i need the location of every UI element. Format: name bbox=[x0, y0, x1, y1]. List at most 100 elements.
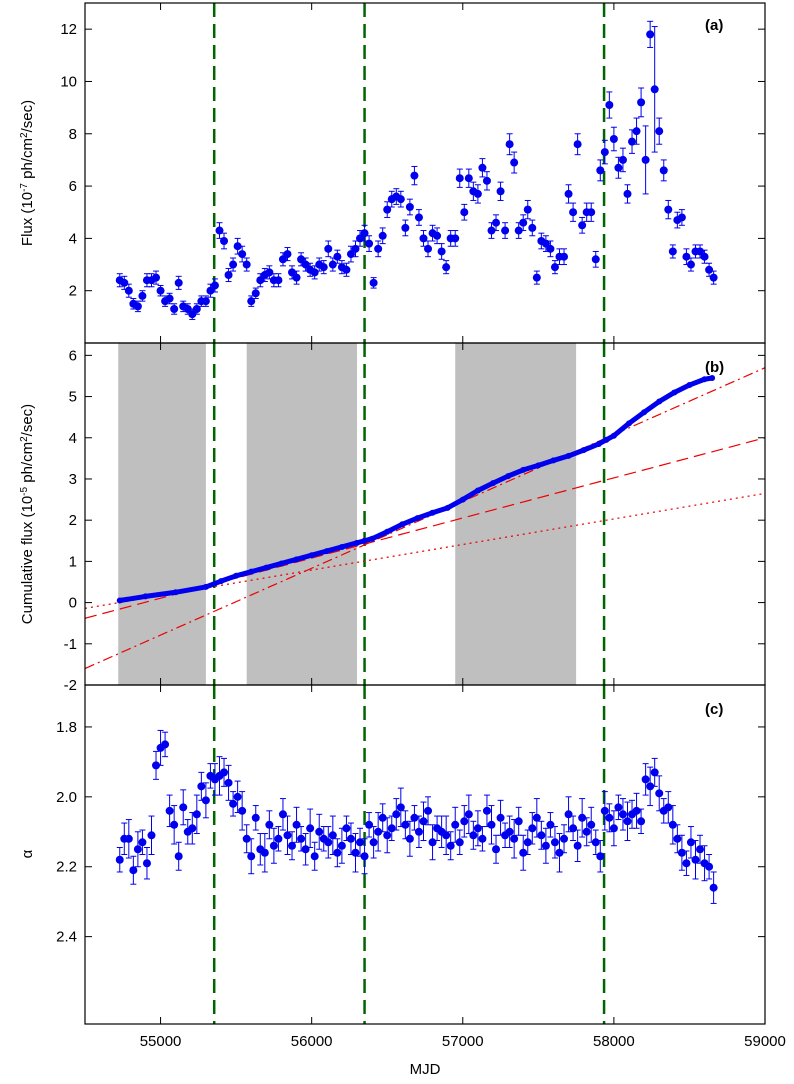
data-point bbox=[691, 855, 700, 864]
data-point bbox=[346, 834, 355, 843]
data-point bbox=[369, 278, 378, 287]
cumulative-point bbox=[520, 466, 527, 473]
data-point bbox=[342, 824, 351, 833]
data-point bbox=[646, 782, 655, 791]
data-point bbox=[569, 824, 578, 833]
data-point bbox=[709, 273, 718, 282]
data-point bbox=[591, 255, 600, 264]
data-point bbox=[464, 810, 473, 819]
data-point bbox=[487, 820, 496, 829]
x-tick-label: 58000 bbox=[593, 1033, 635, 1050]
data-point bbox=[410, 171, 419, 180]
data-point bbox=[346, 250, 355, 259]
data-point bbox=[664, 205, 673, 214]
data-point bbox=[492, 845, 501, 854]
data-point bbox=[174, 278, 183, 287]
data-point bbox=[242, 260, 251, 269]
data-point bbox=[510, 158, 519, 167]
data-point bbox=[383, 831, 392, 840]
data-point bbox=[365, 239, 374, 248]
cumulative-point bbox=[459, 496, 466, 503]
y-tick-label-c: 2.4 bbox=[56, 929, 77, 946]
data-point bbox=[550, 263, 559, 272]
data-point bbox=[142, 859, 151, 868]
data-point bbox=[251, 813, 260, 822]
cumulative-point bbox=[656, 398, 663, 405]
axis-labels: (a) (b) (c) MJD Flux (10-7 ph/cm2/sec) C… bbox=[19, 17, 725, 1078]
data-point bbox=[528, 223, 537, 232]
x-tick-label: 56000 bbox=[291, 1033, 333, 1050]
data-point bbox=[550, 838, 559, 847]
data-point bbox=[596, 166, 605, 175]
cumulative-point bbox=[429, 509, 436, 516]
shaded-interval-b-2 bbox=[455, 343, 577, 685]
data-point bbox=[378, 813, 387, 822]
shaded-intervals bbox=[118, 343, 577, 685]
data-point bbox=[401, 223, 410, 232]
data-point bbox=[623, 817, 632, 826]
data-point bbox=[396, 195, 405, 204]
data-point bbox=[578, 221, 587, 230]
data-point bbox=[405, 834, 414, 843]
data-point bbox=[424, 244, 433, 253]
data-point bbox=[174, 852, 183, 861]
data-point bbox=[596, 852, 605, 861]
data-point bbox=[283, 250, 292, 259]
data-point bbox=[165, 294, 174, 303]
data-point bbox=[192, 305, 201, 313]
data-point bbox=[419, 234, 428, 243]
data-point bbox=[256, 276, 265, 285]
data-point bbox=[573, 841, 582, 850]
cumulative-point bbox=[580, 447, 587, 454]
data-point bbox=[274, 834, 283, 843]
data-point bbox=[460, 208, 469, 217]
cumulative-point bbox=[474, 487, 481, 494]
y-axis-label-a: Flux (10-7 ph/cm2/sec) bbox=[19, 100, 37, 246]
data-point bbox=[519, 848, 528, 857]
y-axis-label-c: α bbox=[19, 849, 36, 858]
data-point bbox=[428, 838, 437, 847]
cumulative-point bbox=[116, 597, 123, 604]
y-tick-label-b: -2 bbox=[64, 677, 77, 694]
data-point bbox=[709, 883, 718, 892]
data-point bbox=[451, 234, 460, 243]
data-point bbox=[274, 276, 283, 285]
data-point bbox=[414, 827, 423, 836]
data-point bbox=[623, 189, 632, 198]
x-tick-label: 59000 bbox=[744, 1033, 786, 1050]
y-tick-label-b: 5 bbox=[69, 389, 77, 406]
data-point bbox=[482, 176, 491, 185]
data-point bbox=[229, 260, 238, 269]
data-point bbox=[473, 824, 482, 833]
data-point bbox=[120, 278, 129, 287]
y-axis-label-b: Cumulative flux (10-5 ph/cm2/sec) bbox=[19, 404, 37, 624]
data-point bbox=[387, 824, 396, 833]
cumulative-point bbox=[308, 552, 315, 559]
data-point bbox=[637, 817, 646, 826]
data-point bbox=[369, 838, 378, 847]
data-point bbox=[587, 208, 596, 217]
data-markers bbox=[115, 20, 718, 904]
data-point bbox=[133, 302, 142, 311]
data-point bbox=[564, 189, 573, 198]
data-point bbox=[573, 140, 582, 149]
cumulative-flux-curve bbox=[117, 375, 715, 604]
data-point bbox=[206, 286, 215, 295]
cumulative-point bbox=[399, 521, 406, 528]
data-point bbox=[668, 820, 677, 829]
data-point bbox=[242, 834, 251, 843]
data-point bbox=[156, 286, 165, 295]
data-point bbox=[170, 305, 179, 313]
data-point bbox=[605, 813, 614, 822]
data-point bbox=[469, 831, 478, 840]
data-point bbox=[605, 101, 614, 109]
data-point bbox=[360, 229, 369, 238]
data-point bbox=[677, 848, 686, 857]
data-point bbox=[705, 862, 714, 871]
data-point bbox=[505, 140, 514, 149]
data-point bbox=[251, 289, 260, 298]
data-point bbox=[600, 806, 609, 815]
y-tick-label-b: 6 bbox=[69, 347, 77, 364]
data-point bbox=[668, 247, 677, 256]
